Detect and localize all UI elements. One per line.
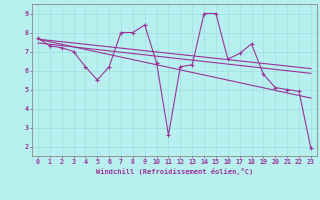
X-axis label: Windchill (Refroidissement éolien,°C): Windchill (Refroidissement éolien,°C) — [96, 168, 253, 175]
